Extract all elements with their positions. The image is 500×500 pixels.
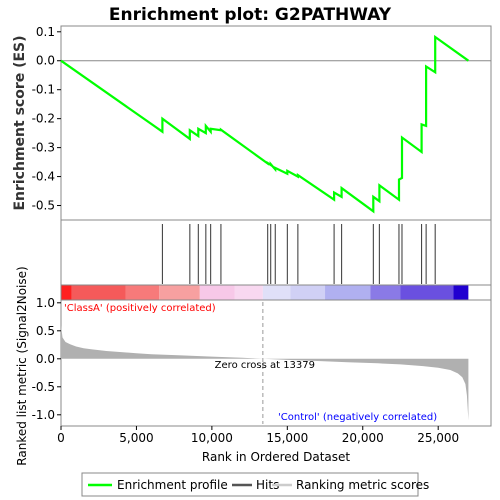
metric-y-tick-label: 0.5 (36, 324, 55, 338)
color-bar-segment (290, 285, 326, 300)
legend-label-enrichment: Enrichment profile (117, 478, 228, 492)
rank-color-bar (61, 285, 469, 300)
es-y-tick-label: -0.2 (32, 112, 55, 126)
metric-y-tick-label: 0.0 (36, 352, 55, 366)
x-tick-label: 10,000 (191, 431, 233, 445)
metric-y-tick-label: -0.5 (32, 380, 55, 394)
metric-y-tick-label: 1.0 (36, 296, 55, 310)
color-bar-segment (159, 285, 200, 300)
enrichment-panel-frame (60, 25, 492, 221)
color-bar-segment (125, 285, 160, 300)
legend: Enrichment profile Hits Ranking metric s… (81, 472, 429, 497)
es-y-axis-label: Enrichment score (ES) (12, 35, 28, 210)
x-tick-label: 20,000 (342, 431, 384, 445)
es-y-tick-label: -0.4 (32, 170, 55, 184)
es-y-tick-label: -0.3 (32, 141, 55, 155)
control-label: 'Control' (negatively correlated) (278, 412, 437, 423)
color-bar-segment (325, 285, 371, 300)
color-bar-segment (262, 285, 291, 300)
enrichment-profile-line (60, 34, 470, 214)
legend-label-ranking: Ranking metric scores (296, 478, 429, 492)
legend-label-hits: Hits (256, 478, 279, 492)
x-axis-label: Rank in Ordered Dataset (202, 450, 350, 464)
color-bar-segment (370, 285, 401, 300)
color-bar-segment (234, 285, 263, 300)
color-bar-segment (71, 285, 126, 300)
enrichment-panel: 0.1 0.0 -0.1 -0.2 -0.3 -0.4 -0.5 Enrichment sc… (12, 25, 492, 221)
color-bar-segment (400, 285, 454, 300)
color-bar-segment (199, 285, 235, 300)
x-tick-label: 5,000 (119, 431, 153, 445)
zero-cross-label: Zero cross at 13379 (215, 360, 315, 371)
x-tick-label: 0 (57, 431, 65, 445)
metric-y-axis-label: Ranked list metric (Signal2Noise) (15, 266, 29, 465)
chart-title: Enrichment plot: G2PATHWAY (109, 5, 392, 25)
es-y-tick-label: 0.1 (36, 25, 55, 39)
x-tick-label: 15,000 (266, 431, 308, 445)
hits-panel (60, 219, 492, 301)
ranked-metric-panel: 1.0 0.5 0.0 -0.5 -1.0 Zero cross at 13379 'C… (15, 266, 492, 466)
x-ticks: 0 5,000 10,000 15,000 20,000 25,000 (57, 426, 459, 445)
es-y-ticks: 0.1 0.0 -0.1 -0.2 -0.3 -0.4 -0.5 (32, 25, 61, 213)
hit-lines (161, 224, 436, 284)
class-a-label: 'ClassA' (positively correlated) (64, 303, 216, 314)
es-y-tick-label: -0.5 (32, 199, 55, 213)
es-y-tick-label: 0.0 (36, 54, 55, 68)
color-bar-segment (61, 285, 72, 300)
color-bar-segment (453, 285, 469, 300)
metric-y-ticks: 1.0 0.5 0.0 -0.5 -1.0 (32, 296, 61, 422)
x-tick-label: 25,000 (417, 431, 459, 445)
metric-y-tick-label: -1.0 (32, 408, 55, 422)
es-y-tick-label: -0.1 (32, 83, 55, 97)
